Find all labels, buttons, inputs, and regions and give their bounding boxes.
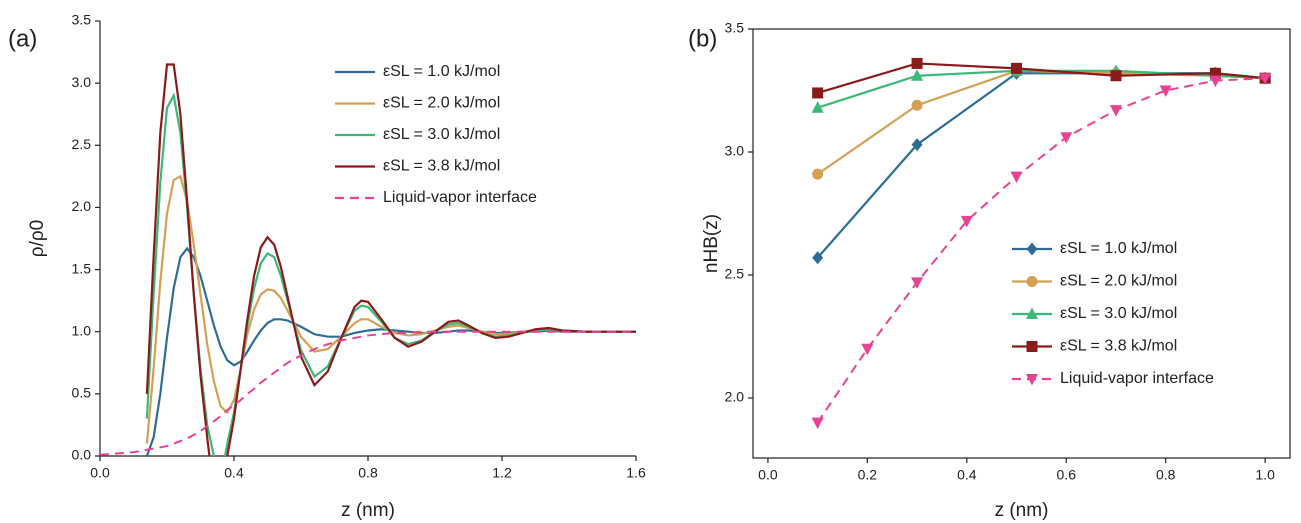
series-line: [145, 92, 636, 456]
y-tick-label: 1.5: [72, 260, 92, 276]
plot-area: [100, 63, 636, 456]
y-tick-label: 2.0: [72, 198, 92, 214]
marker: [1010, 171, 1023, 184]
marker: [1026, 307, 1038, 319]
y-tick-label: 0.0: [72, 447, 92, 463]
marker: [1159, 85, 1172, 97]
marker: [812, 87, 824, 99]
plot-area: [811, 57, 1272, 430]
marker: [812, 168, 824, 180]
marker: [1060, 132, 1073, 144]
series-line: [816, 72, 1266, 259]
marker: [812, 251, 824, 265]
x-tick-label: 0.2: [858, 467, 878, 483]
x-tick-label: 0.0: [758, 467, 778, 483]
marker: [1011, 62, 1023, 74]
marker: [1259, 73, 1272, 85]
x-tick-label: 0.4: [224, 465, 244, 481]
marker: [911, 69, 924, 81]
series-line: [100, 330, 636, 456]
marker: [1209, 75, 1222, 88]
legend-label: Liquid-vapor interface: [383, 189, 537, 206]
x-tick-label: 0.4: [957, 467, 977, 483]
legend-label: εSL = 3.0 kJ/mol: [383, 126, 500, 143]
y-tick-label: 1.0: [72, 322, 92, 338]
legend-label: εSL = 3.8 kJ/mol: [383, 158, 500, 175]
y-tick-label: 2.5: [725, 266, 745, 282]
x-axis-label: z (nm): [341, 500, 395, 521]
x-tick-label: 1.0: [1255, 467, 1275, 483]
legend-label: εSL = 3.0 kJ/mol: [1060, 305, 1177, 322]
x-axis-label: z (nm): [995, 500, 1049, 521]
panel-label: (a): [8, 25, 37, 52]
marker: [911, 138, 923, 152]
marker: [911, 277, 924, 289]
y-tick-label: 2.5: [72, 136, 92, 152]
y-axis-label: nHB(z): [701, 214, 722, 273]
series-line: [145, 246, 636, 456]
y-tick-label: 0.5: [72, 385, 92, 401]
y-tick-label: 2.0: [725, 389, 745, 405]
plot-frame: [752, 28, 1291, 459]
marker: [1026, 374, 1038, 386]
x-tick-label: 0.0: [90, 465, 110, 481]
panel-label: (b): [688, 25, 717, 52]
marker: [1026, 276, 1038, 287]
y-tick-label: 3.0: [72, 74, 92, 90]
marker: [811, 417, 824, 430]
marker: [1110, 70, 1122, 82]
legend-label: εSL = 1.0 kJ/mol: [383, 63, 500, 80]
series-line: [817, 62, 1266, 95]
legend-label: εSL = 1.0 kJ/mol: [1060, 240, 1177, 257]
y-tick-label: 3.5: [72, 12, 92, 28]
marker: [960, 215, 973, 228]
x-tick-label: 0.6: [1057, 467, 1077, 483]
x-tick-label: 0.8: [1156, 467, 1176, 483]
legend-label: εSL = 3.8 kJ/mol: [1060, 338, 1177, 355]
marker: [911, 99, 923, 111]
series-line: [145, 63, 636, 456]
y-axis-label: ρ/ρ0: [27, 220, 48, 257]
marker: [1109, 105, 1122, 117]
series-line: [816, 77, 1266, 424]
marker: [811, 101, 824, 113]
x-tick-label: 1.2: [492, 465, 512, 481]
y-tick-label: 3.5: [725, 20, 745, 36]
y-tick-label: 3.0: [725, 143, 745, 159]
marker: [861, 343, 874, 356]
legend-label: εSL = 2.0 kJ/mol: [383, 95, 500, 112]
series-line: [145, 174, 636, 444]
legend-label: Liquid-vapor interface: [1060, 370, 1214, 387]
marker: [1026, 242, 1038, 256]
marker: [1209, 67, 1221, 79]
series-line: [817, 69, 1266, 109]
legend-label: εSL = 2.0 kJ/mol: [1060, 273, 1177, 290]
marker: [911, 57, 923, 69]
x-tick-label: 0.8: [358, 465, 378, 481]
x-tick-label: 1.6: [626, 465, 646, 481]
marker: [1026, 341, 1038, 352]
